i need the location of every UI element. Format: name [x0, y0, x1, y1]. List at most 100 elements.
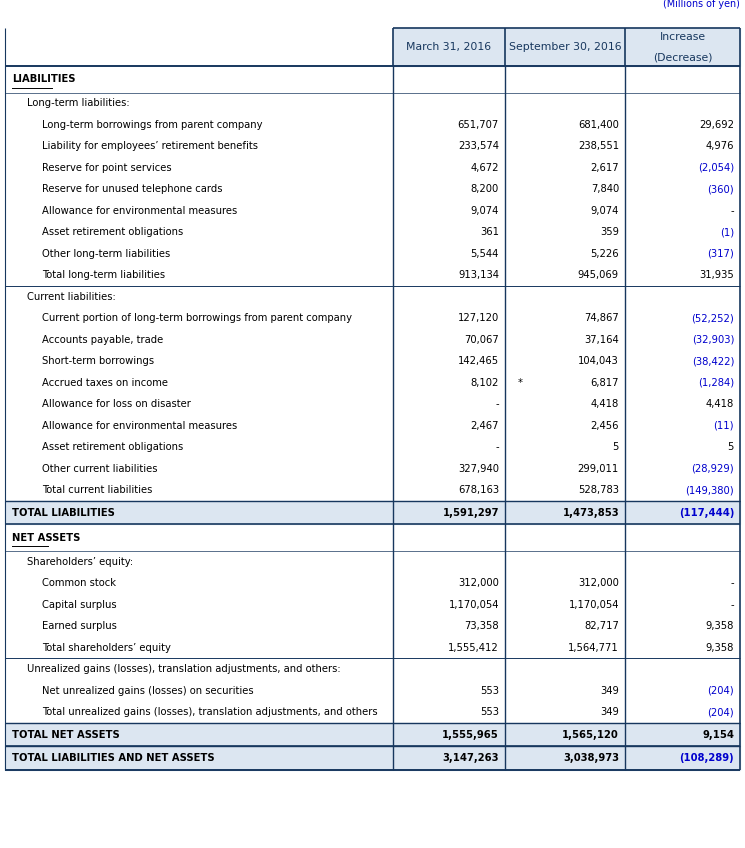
- Text: Long-term liabilities:: Long-term liabilities:: [27, 98, 130, 109]
- Text: 2,617: 2,617: [590, 163, 619, 173]
- Text: 9,074: 9,074: [591, 206, 619, 215]
- Text: Earned surplus: Earned surplus: [42, 622, 117, 631]
- Text: 681,400: 681,400: [578, 120, 619, 130]
- Text: 528,783: 528,783: [578, 485, 619, 495]
- Text: 9,074: 9,074: [471, 206, 499, 215]
- Text: 29,692: 29,692: [699, 120, 734, 130]
- Text: Total shareholders’ equity: Total shareholders’ equity: [42, 643, 171, 653]
- Text: 4,418: 4,418: [706, 399, 734, 410]
- Text: -: -: [730, 600, 734, 610]
- Text: (28,929): (28,929): [691, 464, 734, 474]
- Text: 1,555,412: 1,555,412: [448, 643, 499, 653]
- Text: 945,069: 945,069: [578, 271, 619, 280]
- Text: Common stock: Common stock: [42, 578, 116, 589]
- Text: (2,054): (2,054): [698, 163, 734, 173]
- Text: 913,134: 913,134: [458, 271, 499, 280]
- Text: 9,358: 9,358: [706, 643, 734, 653]
- Text: (117,444): (117,444): [679, 508, 734, 518]
- Text: (108,289): (108,289): [679, 753, 734, 763]
- Text: -: -: [495, 399, 499, 410]
- Text: 4,672: 4,672: [471, 163, 499, 173]
- Text: Current portion of long-term borrowings from parent company: Current portion of long-term borrowings …: [42, 313, 352, 323]
- Text: 5: 5: [612, 443, 619, 452]
- Text: 70,067: 70,067: [464, 335, 499, 345]
- Text: 651,707: 651,707: [457, 120, 499, 130]
- Text: 1,555,965: 1,555,965: [443, 730, 499, 739]
- Text: LIABILITIES: LIABILITIES: [12, 75, 75, 84]
- Text: (Millions of yen): (Millions of yen): [663, 0, 740, 9]
- Text: Short-term borrowings: Short-term borrowings: [42, 356, 154, 366]
- Text: 1,564,771: 1,564,771: [568, 643, 619, 653]
- Text: 127,120: 127,120: [457, 313, 499, 323]
- Text: September 30, 2016: September 30, 2016: [509, 42, 621, 52]
- Text: 31,935: 31,935: [700, 271, 734, 280]
- Text: 312,000: 312,000: [578, 578, 619, 589]
- Text: (317): (317): [707, 248, 734, 259]
- Text: 37,164: 37,164: [584, 335, 619, 345]
- Text: Reserve for unused telephone cards: Reserve for unused telephone cards: [42, 184, 223, 194]
- Text: 3,038,973: 3,038,973: [563, 753, 619, 763]
- Text: Accrued taxes on income: Accrued taxes on income: [42, 377, 168, 388]
- Text: Accounts payable, trade: Accounts payable, trade: [42, 335, 163, 345]
- Text: 359: 359: [600, 227, 619, 237]
- Text: 9,154: 9,154: [702, 730, 734, 739]
- Text: Unrealized gains (losses), translation adjustments, and others:: Unrealized gains (losses), translation a…: [27, 664, 340, 674]
- Text: Allowance for environmental measures: Allowance for environmental measures: [42, 421, 237, 431]
- Polygon shape: [5, 723, 740, 746]
- Text: Increase: Increase: [659, 32, 706, 42]
- Text: Asset retirement obligations: Asset retirement obligations: [42, 443, 183, 452]
- Text: Total long-term liabilities: Total long-term liabilities: [42, 271, 165, 280]
- Text: 1,565,120: 1,565,120: [562, 730, 619, 739]
- Text: -: -: [495, 443, 499, 452]
- Text: Total unrealized gains (losses), translation adjustments, and others: Total unrealized gains (losses), transla…: [42, 707, 378, 717]
- Text: 238,551: 238,551: [578, 142, 619, 151]
- Text: (11): (11): [714, 421, 734, 431]
- Text: 327,940: 327,940: [458, 464, 499, 474]
- Text: (149,380): (149,380): [685, 485, 734, 495]
- Text: NET ASSETS: NET ASSETS: [12, 533, 80, 543]
- Text: 349: 349: [600, 686, 619, 695]
- Text: 7,840: 7,840: [591, 184, 619, 194]
- Text: 74,867: 74,867: [584, 313, 619, 323]
- Text: Total current liabilities: Total current liabilities: [42, 485, 153, 495]
- Text: Reserve for point services: Reserve for point services: [42, 163, 171, 173]
- Text: TOTAL LIABILITIES AND NET ASSETS: TOTAL LIABILITIES AND NET ASSETS: [12, 753, 215, 763]
- Text: Other current liabilities: Other current liabilities: [42, 464, 157, 474]
- Text: Asset retirement obligations: Asset retirement obligations: [42, 227, 183, 237]
- Text: 5: 5: [728, 443, 734, 452]
- Text: Long-term borrowings from parent company: Long-term borrowings from parent company: [42, 120, 262, 130]
- Text: (204): (204): [707, 707, 734, 717]
- Text: March 31, 2016: March 31, 2016: [407, 42, 492, 52]
- Text: 1,473,853: 1,473,853: [562, 508, 619, 518]
- Text: 678,163: 678,163: [458, 485, 499, 495]
- Text: Allowance for environmental measures: Allowance for environmental measures: [42, 206, 237, 215]
- Text: 3,147,263: 3,147,263: [443, 753, 499, 763]
- Text: 1,170,054: 1,170,054: [568, 600, 619, 610]
- Text: Allowance for loss on disaster: Allowance for loss on disaster: [42, 399, 191, 410]
- Text: Capital surplus: Capital surplus: [42, 600, 117, 610]
- Text: -: -: [730, 578, 734, 589]
- Text: 9,358: 9,358: [706, 622, 734, 631]
- Text: 2,456: 2,456: [591, 421, 619, 431]
- Text: (38,422): (38,422): [691, 356, 734, 366]
- Text: Current liabilities:: Current liabilities:: [27, 292, 115, 302]
- Polygon shape: [393, 28, 740, 66]
- Text: TOTAL NET ASSETS: TOTAL NET ASSETS: [12, 730, 120, 739]
- Text: Net unrealized gains (losses) on securities: Net unrealized gains (losses) on securit…: [42, 686, 253, 695]
- Text: 553: 553: [480, 686, 499, 695]
- Text: (360): (360): [707, 184, 734, 194]
- Text: 6,817: 6,817: [591, 377, 619, 388]
- Text: -: -: [730, 206, 734, 215]
- Text: 233,574: 233,574: [458, 142, 499, 151]
- Text: 5,544: 5,544: [471, 248, 499, 259]
- Polygon shape: [5, 501, 740, 525]
- Text: (1): (1): [720, 227, 734, 237]
- Text: 1,170,054: 1,170,054: [448, 600, 499, 610]
- Text: 2,467: 2,467: [471, 421, 499, 431]
- Text: 142,465: 142,465: [458, 356, 499, 366]
- Text: 5,226: 5,226: [590, 248, 619, 259]
- Text: 553: 553: [480, 707, 499, 717]
- Text: (Decrease): (Decrease): [653, 52, 712, 62]
- Text: (32,903): (32,903): [691, 335, 734, 345]
- Text: (1,284): (1,284): [698, 377, 734, 388]
